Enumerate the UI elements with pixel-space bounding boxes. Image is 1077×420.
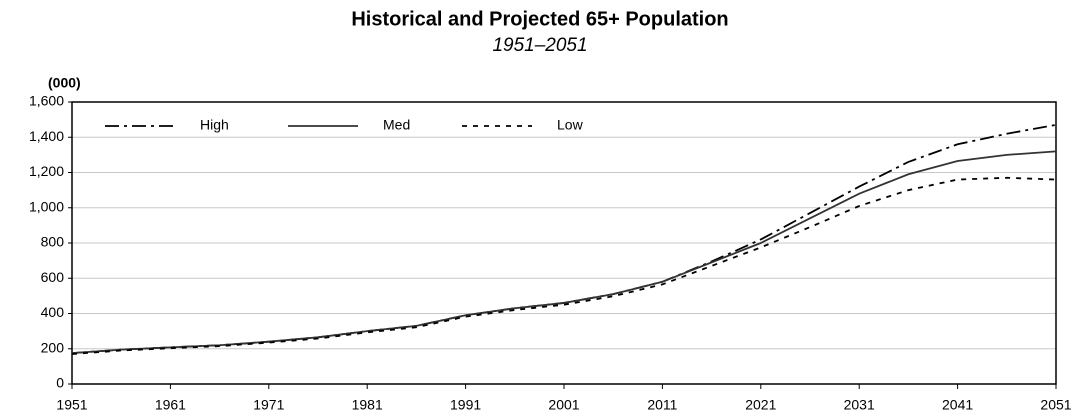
y-tick-label: 1,200: [29, 163, 64, 179]
legend-label: High: [200, 117, 229, 133]
plot-frame: [71, 101, 1057, 385]
x-tick-label: 1991: [450, 397, 481, 413]
x-tick-label: 2001: [548, 397, 579, 413]
y-tick-label: 1,400: [29, 128, 64, 144]
x-tick-label: 1971: [253, 397, 284, 413]
x-tick-label: 2041: [942, 397, 973, 413]
y-tick-label: 400: [41, 304, 65, 320]
y-tick-label: 800: [41, 234, 65, 250]
x-tick-label: 1981: [352, 397, 383, 413]
y-tick-label: 200: [41, 339, 65, 355]
y-axis-label: (000): [48, 75, 81, 91]
x-tick-label: 2021: [745, 397, 776, 413]
y-tick-label: 0: [56, 375, 64, 391]
y-tick-label: 1,000: [29, 198, 64, 214]
x-tick-label: 1951: [56, 397, 87, 413]
x-tick-label: 2011: [647, 397, 677, 413]
legend-label: Med: [383, 117, 410, 133]
legend-label: Low: [557, 117, 584, 133]
series-line: [71, 176, 1057, 355]
series-line: [71, 124, 1057, 355]
y-tick-label: 1,600: [29, 93, 64, 109]
chart-title: Historical and Projected 65+ Population: [351, 8, 728, 30]
y-tick-label: 600: [41, 269, 65, 285]
x-tick-label: 1961: [155, 397, 186, 413]
x-tick-label: 2031: [844, 397, 875, 413]
series-line: [71, 150, 1057, 355]
chart-subtitle: 1951–2051: [492, 35, 587, 56]
x-tick-label: 2051: [1040, 397, 1071, 413]
